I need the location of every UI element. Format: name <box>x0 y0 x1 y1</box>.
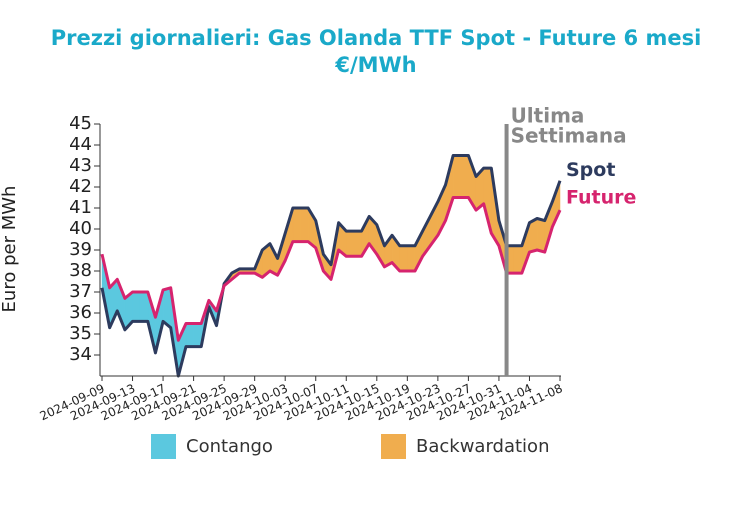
backwardation-area <box>346 230 355 257</box>
y-tick-label: 37 <box>69 281 92 302</box>
y-axis-label: Euro per MWh <box>0 186 20 313</box>
contango-area <box>193 323 202 347</box>
backwardation-area <box>536 218 545 253</box>
backwardation-area <box>452 155 462 198</box>
backwardation-area <box>399 245 408 272</box>
y-tick-label: 38 <box>69 260 92 281</box>
chart-subtitle: €/MWh <box>334 53 416 77</box>
annotation-text: Settimana <box>511 124 627 148</box>
backwardation-area <box>460 155 469 198</box>
legend-label: Contango <box>186 436 273 457</box>
backwardation-area <box>292 207 301 242</box>
y-tick-label: 42 <box>69 176 92 197</box>
chart-title: Prezzi giornalieri: Gas Olanda TTF Spot … <box>51 26 702 50</box>
backwardation-area <box>300 207 309 242</box>
annotation-text: Ultima <box>511 104 585 128</box>
series-label: Future <box>566 187 636 209</box>
legend-swatch <box>381 434 406 459</box>
contango-area <box>132 291 141 322</box>
backwardation-area <box>353 230 362 257</box>
y-tick-label: 45 <box>69 113 92 134</box>
legend-label: Backwardation <box>416 436 549 457</box>
contango-area <box>139 291 149 322</box>
series-label: Spot <box>566 159 615 181</box>
y-tick-label: 40 <box>69 218 92 239</box>
y-tick-label: 39 <box>69 239 92 260</box>
backwardation-area <box>513 245 523 274</box>
contango-area <box>185 323 194 347</box>
y-tick-label: 41 <box>69 197 92 218</box>
y-tick-label: 35 <box>69 323 92 344</box>
y-tick-label: 36 <box>69 302 92 323</box>
series-line <box>100 196 562 342</box>
y-tick-label: 44 <box>69 134 92 155</box>
y-tick-label: 34 <box>69 344 92 365</box>
backwardation-area <box>407 245 416 272</box>
y-tick-label: 43 <box>69 155 92 176</box>
legend-swatch <box>151 434 176 459</box>
